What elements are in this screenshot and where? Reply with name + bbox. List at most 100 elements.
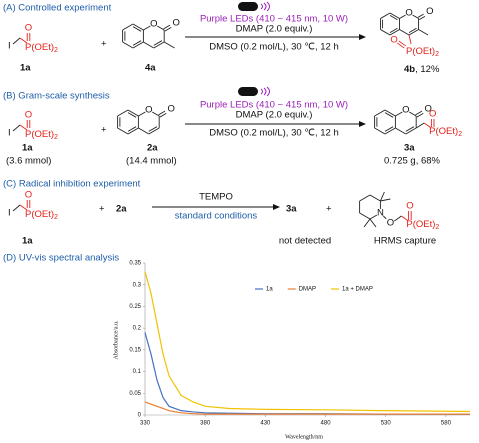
bond	[384, 126, 394, 132]
x-tick-label: 580	[441, 421, 452, 427]
subscript: 2	[54, 134, 58, 141]
bond	[382, 215, 387, 220]
phosphonate: P(OEt)2	[429, 126, 462, 138]
atom-label: O	[425, 103, 432, 114]
reagent: TEMPO	[199, 192, 233, 203]
amount: (3.6 mmol)	[6, 156, 51, 167]
bond	[401, 215, 409, 222]
atom-label: P(OEt)	[406, 219, 435, 230]
bond	[380, 12, 391, 19]
bond	[415, 122, 425, 129]
bond	[399, 14, 406, 19]
bond	[395, 127, 407, 135]
condition-additive: DMAP (2.0 equiv.)	[236, 24, 313, 35]
subscript: 2	[435, 224, 439, 231]
bond	[369, 218, 377, 228]
bond	[363, 218, 371, 228]
atom-label: O	[25, 23, 32, 34]
x-tick-label: 530	[381, 421, 392, 427]
heading: (B) Gram-scale synthesis	[3, 91, 110, 102]
bond	[417, 13, 424, 18]
atom-label: N	[377, 208, 384, 219]
y-tick-label: 0	[138, 413, 142, 419]
bond	[138, 111, 146, 117]
bond	[419, 15, 426, 21]
bond	[416, 113, 424, 118]
x-tick-label: 380	[200, 421, 211, 427]
bond	[152, 111, 160, 117]
y-tick-label: 0.3	[133, 282, 142, 288]
bond	[122, 23, 134, 31]
legend-label: 1a + DMAP	[342, 287, 373, 293]
bond	[389, 12, 400, 19]
y-tick-label: 0.25	[129, 304, 141, 310]
bond	[384, 127, 396, 135]
phosphonate: P(OEt)2	[406, 46, 439, 58]
subscript: 2	[435, 51, 439, 58]
atom-label: P(OEt)	[429, 126, 458, 137]
condition-light: Purple LEDs (410 ~ 415 nm, 10 W)	[200, 100, 348, 111]
bond	[384, 109, 396, 117]
yield: 0.725 g, 68%	[384, 156, 441, 167]
atom-label: O	[402, 105, 409, 116]
atom-label: I	[8, 208, 11, 219]
bond	[12, 204, 21, 212]
compound-label: 1a	[22, 236, 33, 247]
bond	[127, 112, 137, 118]
bond	[12, 124, 21, 132]
atom-label: O	[145, 105, 152, 116]
y-tick-label: 0.2	[133, 326, 142, 332]
bond	[374, 109, 386, 117]
bond	[19, 204, 28, 211]
bond	[369, 194, 381, 202]
atom-label: O	[168, 103, 175, 114]
atom-label: O	[405, 8, 412, 19]
note: HRMS capture	[374, 236, 436, 247]
bond	[359, 212, 371, 220]
atom-label: O	[390, 35, 397, 46]
bond	[148, 127, 160, 135]
compound-label: 4b	[404, 64, 415, 75]
bond	[409, 111, 417, 117]
atom-label: I	[8, 41, 11, 52]
series-line	[144, 271, 471, 413]
bond	[398, 40, 407, 47]
compound-label: 3a	[286, 204, 297, 215]
compound-label: 1a	[20, 63, 31, 74]
bond	[380, 198, 391, 202]
condition-additive: DMAP (2.0 equiv.)	[236, 110, 313, 121]
y-tick-label: 0.15	[129, 347, 141, 353]
bond	[379, 191, 385, 202]
heading: (D) UV-vis spectral analysis	[3, 253, 119, 264]
x-tick-label: 430	[260, 421, 271, 427]
bond	[127, 109, 139, 117]
bond	[153, 41, 165, 49]
bond	[143, 41, 155, 49]
uv-vis-chart: Wavelength/nm Absorbance/a.u. 0 0.05 0.1 0.…	[113, 261, 471, 440]
condition-solvent: DMSO (0.2 mol/L), 30 ℃, 12 h	[209, 128, 338, 139]
x-tick-label: 330	[140, 421, 151, 427]
bond	[159, 113, 167, 118]
plus: +	[101, 39, 107, 50]
atom-label: O	[429, 109, 436, 120]
bond	[418, 29, 429, 36]
bond	[408, 27, 417, 33]
condition-solvent: DMSO (0.2 mol/L), 30 ℃, 12 h	[209, 42, 338, 53]
bond	[399, 29, 410, 36]
bond	[157, 25, 165, 31]
subscript: 2	[458, 131, 462, 138]
phosphonate: P(OEt)2	[25, 209, 58, 221]
atom-label: O	[406, 201, 413, 212]
phosphonate: P(OEt)2	[406, 219, 439, 231]
bond	[389, 27, 398, 33]
compound-label: 1a	[22, 143, 33, 154]
y-axis-title: Absorbance/a.u.	[113, 320, 119, 359]
atom-label: P(OEt)	[25, 42, 54, 53]
bond	[408, 29, 419, 36]
bond	[164, 27, 172, 32]
atom-label: O	[150, 19, 157, 30]
y-tick-label: 0.05	[129, 391, 141, 397]
atom-label: O	[426, 6, 433, 17]
bond	[395, 111, 403, 117]
bond	[423, 122, 432, 129]
